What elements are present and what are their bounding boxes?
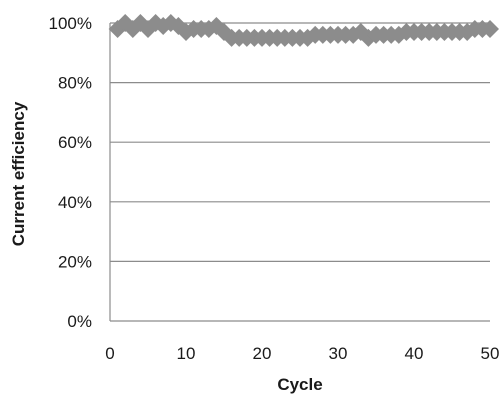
- y-tick-label: 100%: [49, 14, 92, 33]
- data-point: [481, 19, 499, 38]
- x-tick-labels: 0 10 20 30 40 50: [105, 344, 499, 363]
- x-tick-label: 10: [177, 344, 196, 363]
- x-tick-label: 0: [105, 344, 114, 363]
- y-tick-label: 20%: [58, 252, 92, 271]
- y-tick-labels: 0% 20% 40% 60% 80% 100%: [49, 14, 92, 331]
- y-tick-label: 40%: [58, 193, 92, 212]
- x-tick-label: 20: [253, 344, 272, 363]
- x-axis-title: Cycle: [277, 375, 322, 394]
- y-axis-title: Current efficiency: [9, 101, 28, 246]
- axes: [109, 23, 490, 322]
- data-points: [108, 14, 499, 47]
- x-tick-label: 50: [481, 344, 500, 363]
- y-tick-label: 0%: [67, 312, 92, 331]
- y-tick-label: 80%: [58, 74, 92, 93]
- x-tick-label: 40: [405, 344, 424, 363]
- x-tick-label: 30: [329, 344, 348, 363]
- gridlines: [110, 22, 490, 262]
- y-tick-label: 60%: [58, 133, 92, 152]
